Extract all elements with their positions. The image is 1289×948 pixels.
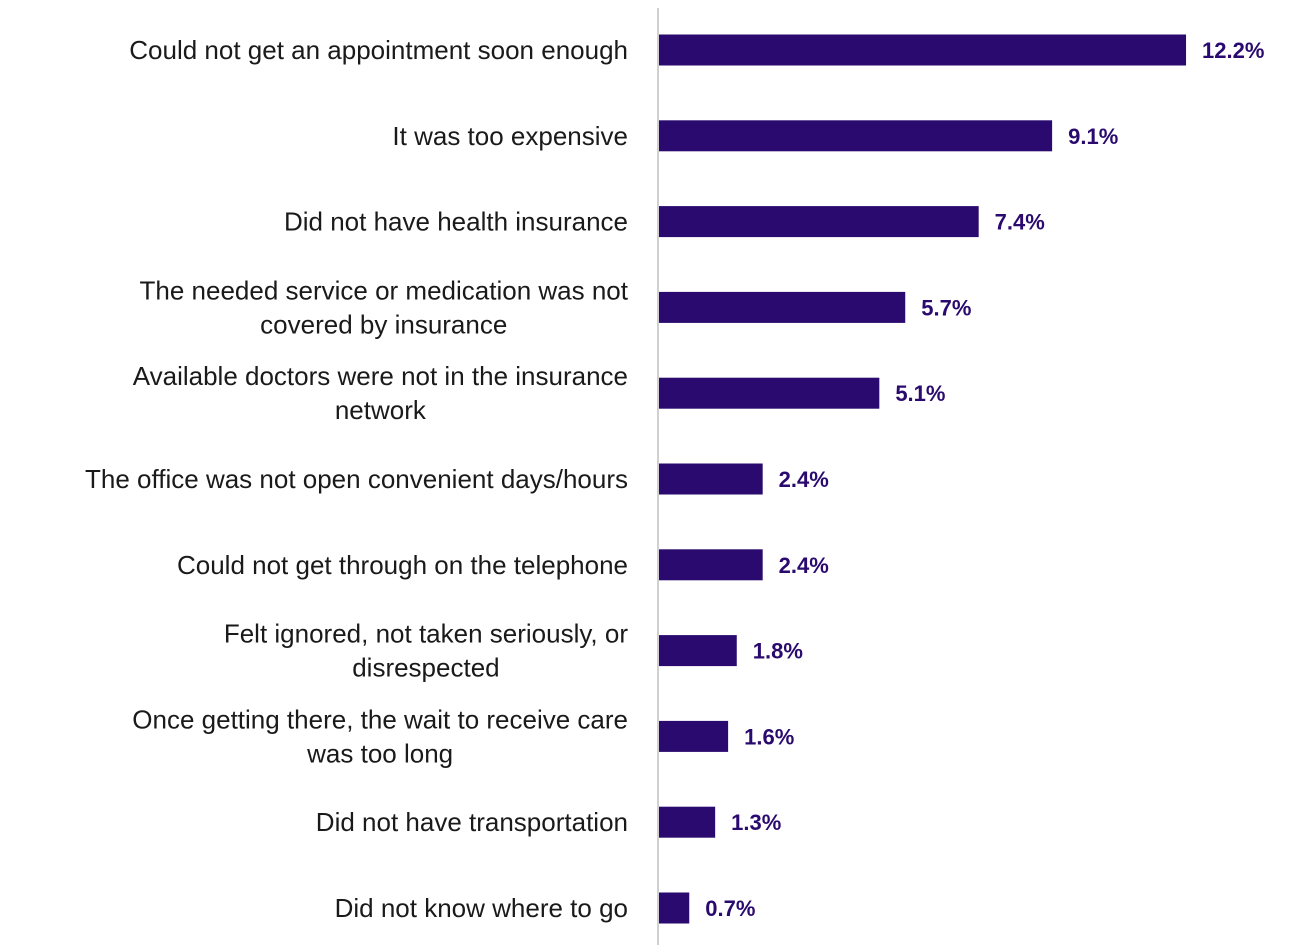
- bar: [659, 120, 1053, 152]
- value-labels: 12.2% 9.1% 7.4% 5.7% 5.1% 2.4% 2.4% 1.8% 1.6% 1.3…: [705, 38, 1264, 921]
- bar: [659, 549, 763, 581]
- bar: [659, 34, 1187, 66]
- category-label: Available doctors were not in the insura…: [133, 361, 628, 425]
- value-label: 7.4%: [995, 210, 1045, 235]
- bar: [659, 377, 880, 409]
- bar: [659, 720, 729, 752]
- value-label: 12.2%: [1202, 38, 1264, 63]
- bars: [659, 34, 1187, 924]
- value-label: 1.3%: [731, 810, 781, 835]
- category-label: The office was not open convenient days/…: [85, 464, 628, 494]
- category-label: Once getting there, the wait to receive …: [132, 704, 628, 768]
- value-label: 5.7%: [921, 295, 971, 320]
- category-label: Could not get through on the telephone: [177, 550, 628, 580]
- value-label: 0.7%: [705, 896, 755, 921]
- bar: [659, 806, 716, 838]
- category-label: Did not know where to go: [335, 893, 628, 923]
- bar: [659, 206, 979, 238]
- bar: [659, 291, 906, 323]
- value-label: 2.4%: [779, 553, 829, 578]
- bar: [659, 463, 763, 495]
- category-label: Could not get an appointment soon enough: [129, 35, 628, 65]
- value-label: 1.8%: [753, 639, 803, 664]
- bar: [659, 635, 737, 667]
- category-label: The needed service or medication was not…: [140, 275, 629, 339]
- value-label: 2.4%: [779, 467, 829, 492]
- value-label: 1.6%: [744, 724, 794, 749]
- category-label: Did not have transportation: [316, 807, 628, 837]
- category-labels: Could not get an appointment soon enough…: [85, 35, 629, 923]
- bar: [659, 892, 690, 924]
- value-label: 9.1%: [1068, 124, 1118, 149]
- value-label: 5.1%: [895, 381, 945, 406]
- category-label: It was too expensive: [392, 121, 628, 151]
- category-label: Felt ignored, not taken seriously, or dis…: [224, 619, 629, 683]
- category-label: Did not have health insurance: [284, 207, 628, 237]
